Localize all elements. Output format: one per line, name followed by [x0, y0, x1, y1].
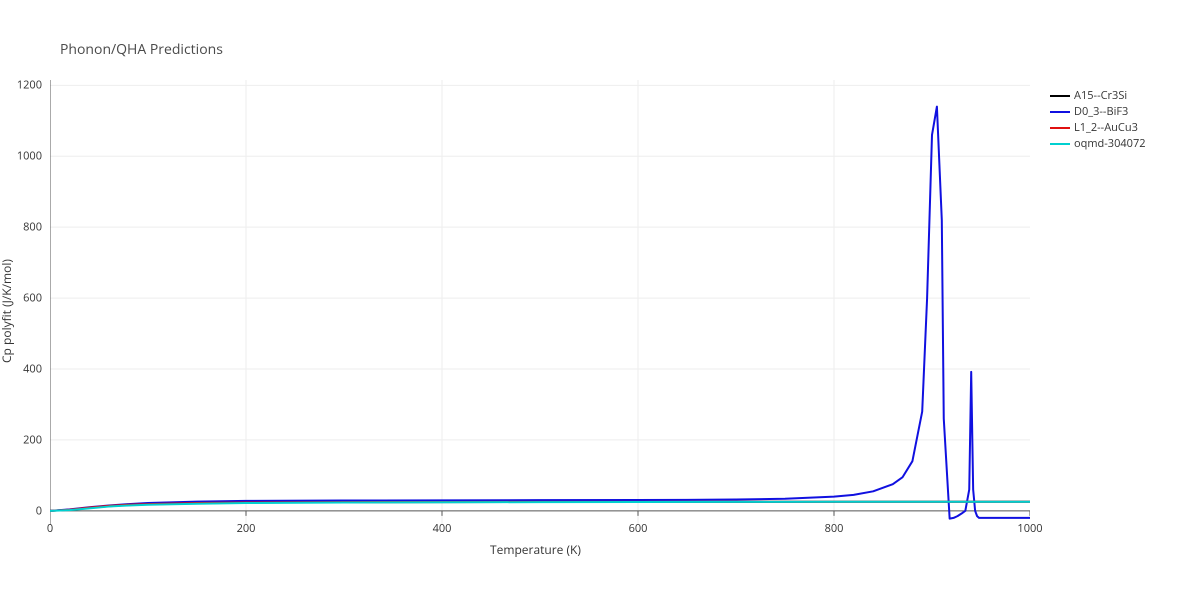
y-tick-label: 0: [2, 503, 42, 518]
legend-label: D0_3--BiF3: [1074, 104, 1128, 120]
legend-label: A15--Cr3Si: [1074, 88, 1127, 104]
legend-label: L1_2--AuCu3: [1074, 120, 1138, 136]
x-tick-label: 1000: [1017, 521, 1042, 536]
y-tick-label: 800: [2, 220, 42, 235]
x-tick-label: 800: [825, 521, 844, 536]
x-tick-label: 400: [433, 521, 452, 536]
y-tick-label: 1200: [2, 78, 42, 93]
plot-area[interactable]: [50, 80, 1030, 525]
y-tick-label: 400: [2, 361, 42, 376]
legend-label: oqmd-304072: [1074, 136, 1146, 152]
legend[interactable]: A15--Cr3SiD0_3--BiF3L1_2--AuCu3oqmd-3040…: [1050, 88, 1146, 152]
y-tick-label: 1000: [2, 149, 42, 164]
y-tick-label: 200: [2, 432, 42, 447]
x-tick-label: 0: [47, 521, 53, 536]
series-line[interactable]: [50, 107, 1030, 519]
y-tick-label: 600: [2, 291, 42, 306]
legend-swatch: [1050, 111, 1070, 113]
chart-container: Phonon/QHA Predictions Cp polyfit (J/K/m…: [0, 0, 1200, 600]
legend-swatch: [1050, 143, 1070, 145]
x-tick-label: 200: [237, 521, 256, 536]
plot-svg[interactable]: [50, 80, 1030, 525]
legend-item[interactable]: D0_3--BiF3: [1050, 104, 1146, 120]
legend-swatch: [1050, 95, 1070, 97]
chart-title: Phonon/QHA Predictions: [60, 40, 223, 59]
legend-swatch: [1050, 127, 1070, 129]
legend-item[interactable]: oqmd-304072: [1050, 136, 1146, 152]
legend-item[interactable]: L1_2--AuCu3: [1050, 120, 1146, 136]
x-tick-label: 600: [629, 521, 648, 536]
x-axis-label: Temperature (K): [490, 541, 581, 558]
y-axis-label: Cp polyfit (J/K/mol): [0, 259, 15, 363]
series-line[interactable]: [50, 502, 1030, 511]
legend-item[interactable]: A15--Cr3Si: [1050, 88, 1146, 104]
